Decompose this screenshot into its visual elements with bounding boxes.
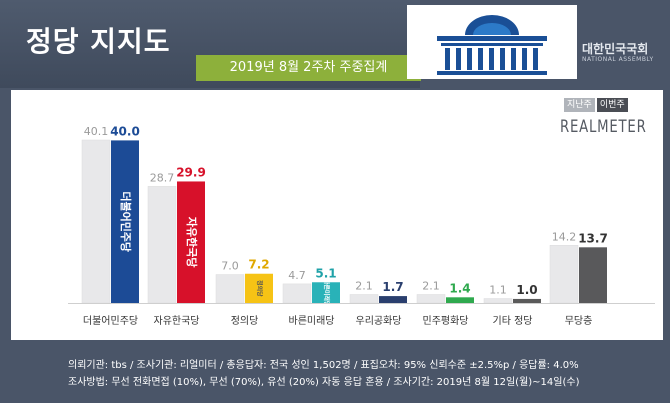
footer-line-2: 조사방법: 무선 전화면접 (10%), 무선 (70%), 유선 (20%) …	[68, 377, 580, 388]
bar-curr-7	[579, 247, 607, 303]
footer: 의뢰기관: tbs / 조사기관: 리얼미터 / 총응답자: 전국 성인 1,5…	[0, 342, 670, 403]
value-label-prev-0: 40.1	[84, 125, 109, 138]
value-label-prev-3: 4.7	[288, 269, 306, 282]
brand-logo: REALMETER	[560, 117, 647, 137]
page-title: 정당 지지도	[26, 25, 171, 58]
value-label-curr-5: 1.4	[449, 281, 470, 295]
subtitle-bar: 2019년 8월 2주차 주중집계	[196, 55, 421, 81]
bar-curr-4	[379, 296, 407, 303]
bar-curr-1	[177, 181, 205, 303]
bar-prev-7	[549, 245, 579, 304]
value-label-prev-5: 2.1	[422, 279, 440, 292]
bar-inner-label-3: 바른미래당	[323, 279, 331, 307]
header: 정당 지지도 2019년 8월 2주차 주중집계 대한민국국회 NATIONAL…	[0, 0, 670, 88]
category-label-6: 기타 정당	[493, 315, 533, 327]
category-label-3: 바른미래당	[289, 315, 335, 327]
bar-prev-3	[282, 283, 312, 304]
bar-curr-6	[513, 298, 541, 303]
legend-curr: 이번주	[596, 98, 628, 112]
bar-curr-2	[245, 273, 273, 303]
category-label-4: 우리공화당	[356, 315, 402, 327]
bar-inner-label-1: 자유한국당	[185, 217, 199, 268]
value-label-curr-4: 1.7	[382, 280, 403, 294]
subtitle: 2019년 8월 2주차 주중집계	[229, 60, 388, 75]
value-label-prev-4: 2.1	[355, 279, 373, 292]
bar-prev-4	[349, 294, 379, 304]
footer-line-1: 의뢰기관: tbs / 조사기관: 리얼미터 / 총응답자: 전국 성인 1,5…	[68, 360, 579, 371]
bar-prev-6	[483, 298, 513, 304]
bar-curr-3	[312, 282, 340, 303]
assembly-name-en: NATIONAL ASSEMBLY	[582, 56, 654, 63]
bar-prev-1	[147, 186, 177, 304]
assembly-name: 대한민국국회	[582, 42, 649, 56]
value-label-curr-0: 40.0	[110, 124, 140, 138]
value-label-prev-6: 1.1	[489, 284, 507, 297]
bar-inner-label-0: 더불어민주당	[119, 191, 133, 252]
bar-prev-2	[215, 274, 245, 304]
category-label-5: 민주평화당	[423, 315, 469, 327]
bar-prev-5	[416, 294, 446, 304]
legend-prev: 지난주	[564, 98, 595, 112]
value-label-curr-7: 13.7	[578, 231, 608, 245]
value-label-curr-2: 7.2	[248, 258, 269, 272]
value-label-curr-1: 29.9	[176, 165, 206, 179]
value-label-curr-3: 5.1	[315, 266, 336, 280]
legend: 지난주 이번주	[564, 98, 628, 112]
assembly-building-icon	[437, 15, 547, 75]
category-label-7: 무당층	[565, 315, 593, 327]
bar-inner-label-2: 정의당	[256, 280, 264, 297]
category-label-0: 더불어민주당	[83, 315, 138, 327]
assembly-building-logo	[407, 5, 577, 79]
bar-prev-0	[81, 139, 111, 304]
value-label-curr-6: 1.0	[516, 283, 537, 297]
category-label-1: 자유한국당	[154, 315, 200, 327]
bar-curr-0	[111, 140, 139, 303]
category-label-2: 정의당	[231, 315, 259, 327]
value-label-prev-7: 14.2	[552, 230, 577, 243]
bar-curr-5	[446, 297, 474, 303]
value-label-prev-1: 28.7	[150, 171, 175, 184]
value-label-prev-2: 7.0	[221, 260, 239, 273]
